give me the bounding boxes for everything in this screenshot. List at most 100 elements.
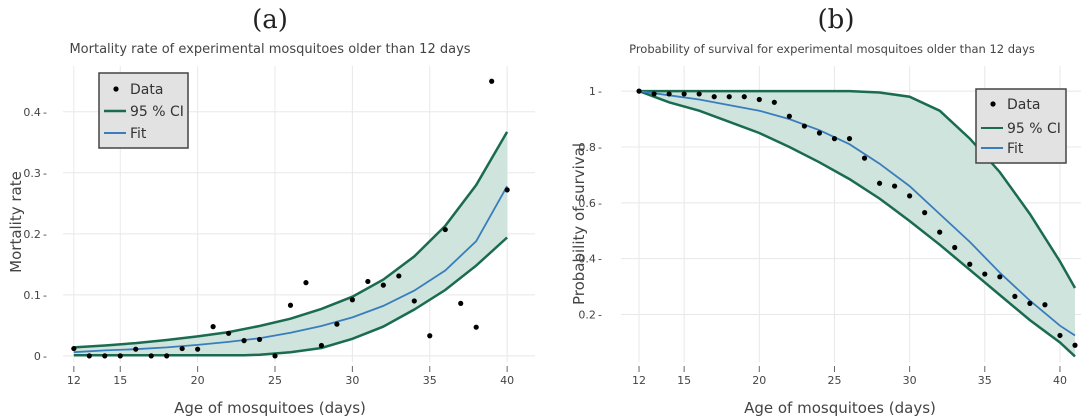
- x-tick-label: 30: [903, 374, 917, 387]
- data-point: [937, 229, 943, 235]
- y-tick-label: 1 -: [589, 85, 602, 98]
- panel-b: (b) Probability of survival for experime…: [570, 5, 1081, 417]
- y-tick-label: 0 -: [34, 350, 47, 363]
- panel-b-ci-band: [639, 91, 1075, 357]
- data-point: [666, 91, 672, 97]
- data-point: [771, 99, 777, 105]
- data-point: [303, 280, 309, 286]
- panel-b-legend-ci-label: 95 % CI: [1007, 121, 1061, 137]
- ci-band-area: [639, 91, 1075, 357]
- x-tick-label: 35: [423, 374, 437, 387]
- data-point: [922, 210, 928, 216]
- x-tick-label: 25: [827, 374, 841, 387]
- y-tick-label: 0.8 -: [578, 141, 602, 154]
- data-point: [636, 88, 642, 94]
- data-point: [997, 274, 1003, 280]
- data-point: [396, 273, 402, 279]
- y-tick-label: 0.4 -: [578, 253, 602, 266]
- panel-a-legend-fit-label: Fit: [130, 126, 147, 142]
- data-point: [907, 193, 913, 199]
- data-point: [287, 302, 294, 308]
- y-tick-label: 0.6 -: [578, 197, 602, 210]
- data-point: [225, 330, 232, 336]
- y-tick-label: 0.2 -: [23, 228, 47, 241]
- data-point: [1057, 332, 1063, 339]
- x-tick-label: 20: [191, 374, 205, 387]
- data-point: [148, 353, 154, 359]
- panel-b-legend-data-marker: [990, 101, 996, 107]
- data-point: [442, 226, 448, 233]
- data-point: [256, 336, 263, 343]
- data-point: [967, 261, 973, 267]
- panel-b-lines: [638, 89, 1077, 358]
- data-point: [831, 136, 838, 142]
- ci-band-area: [73, 131, 508, 356]
- data-point: [272, 353, 278, 359]
- panel-b-ticks: 12 15 20 25 30 35 40 0.2 - 0.4 - 0.6 - 0.8 - 1 -: [578, 85, 1067, 387]
- panel-a-ci-band: [73, 131, 508, 356]
- x-tick-label: 20: [752, 374, 766, 387]
- data-point: [891, 183, 898, 189]
- data-point: [86, 353, 92, 359]
- data-point: [816, 130, 823, 136]
- panel-b-legend-fit-label: Fit: [1007, 141, 1024, 157]
- ci-lower-line: [638, 89, 1076, 358]
- x-tick-label: 15: [677, 374, 691, 387]
- data-point: [318, 342, 325, 349]
- data-point: [241, 338, 247, 344]
- data-point: [427, 333, 433, 339]
- data-point: [380, 282, 386, 288]
- data-point: [504, 187, 510, 193]
- y-tick-label: 0.3 -: [23, 167, 47, 180]
- data-point: [411, 298, 417, 304]
- panel-b-letter: (b): [818, 5, 855, 35]
- data-point: [1072, 342, 1078, 348]
- data-point: [210, 324, 216, 330]
- x-tick-label: 12: [632, 374, 646, 387]
- data-point: [756, 96, 762, 103]
- panel-a-legend: Data 95 % CI Fit: [98, 72, 189, 149]
- panel-a-legend-data-marker: [113, 86, 119, 92]
- x-tick-label: 15: [113, 374, 127, 387]
- panel-b-legend-box: [975, 88, 1067, 164]
- y-tick-label: 0.1 -: [23, 289, 47, 302]
- data-point: [489, 78, 495, 84]
- panel-b-y-axis-label: Probability of survival: [570, 143, 588, 305]
- data-point: [846, 136, 853, 142]
- panel-a-data-points: [71, 78, 510, 359]
- data-point: [741, 94, 747, 100]
- data-point: [102, 353, 108, 359]
- data-point: [179, 345, 185, 352]
- data-point: [982, 271, 988, 277]
- x-tick-label: 30: [345, 374, 359, 387]
- panel-a-y-axis-label: Mortality rate: [7, 171, 25, 273]
- x-tick-label: 35: [978, 374, 992, 387]
- data-point: [651, 91, 657, 97]
- panel-b-data-points: [636, 88, 1078, 348]
- data-point: [365, 278, 371, 285]
- data-point: [1027, 300, 1033, 306]
- panel-b-title: Probability of survival for experimental…: [629, 42, 1035, 56]
- panel-b-legend: Data 95 % CI Fit: [975, 88, 1067, 164]
- data-point: [334, 321, 340, 327]
- data-point: [696, 91, 702, 97]
- data-point: [71, 345, 77, 352]
- fit-line: [73, 185, 508, 354]
- panel-a-x-axis-label: Age of mosquitoes (days): [174, 399, 366, 417]
- data-point: [801, 123, 807, 129]
- data-point: [117, 353, 123, 359]
- data-point: [786, 113, 792, 119]
- data-point: [1042, 302, 1048, 308]
- panel-b-legend-data-label: Data: [1007, 97, 1040, 113]
- data-point: [349, 297, 355, 303]
- data-point: [726, 94, 732, 100]
- data-point: [1012, 293, 1018, 299]
- x-tick-label: 25: [268, 374, 282, 387]
- y-tick-label: 0.2 -: [578, 309, 602, 322]
- x-tick-label: 40: [500, 374, 514, 387]
- y-tick-label: 0.4 -: [23, 106, 47, 119]
- panel-a-legend-ci-label: 95 % CI: [130, 104, 184, 120]
- ci-upper-line: [73, 131, 509, 349]
- ci-upper-line: [639, 89, 1077, 289]
